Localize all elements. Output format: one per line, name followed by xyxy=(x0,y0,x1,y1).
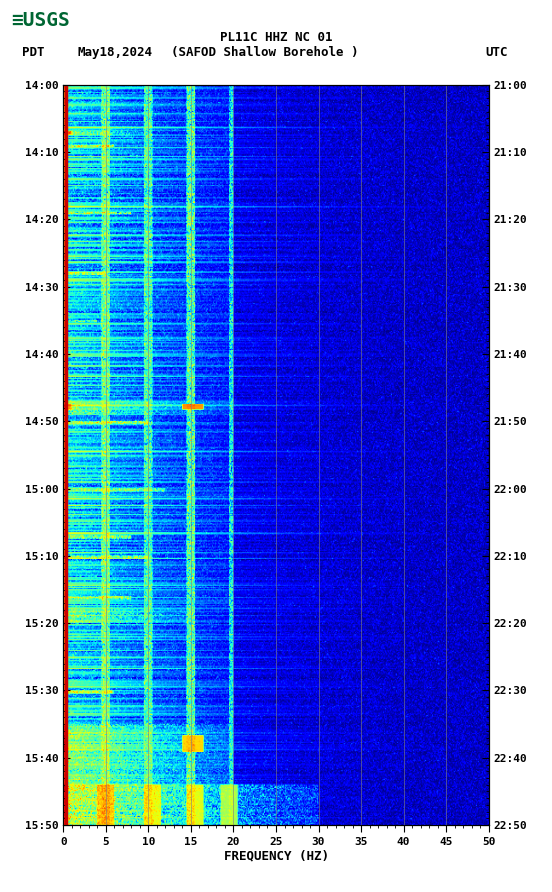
Text: PDT: PDT xyxy=(22,46,45,60)
Text: PL11C HHZ NC 01: PL11C HHZ NC 01 xyxy=(220,31,332,45)
Text: May18,2024: May18,2024 xyxy=(77,46,152,60)
X-axis label: FREQUENCY (HZ): FREQUENCY (HZ) xyxy=(224,850,328,863)
Text: (SAFOD Shallow Borehole ): (SAFOD Shallow Borehole ) xyxy=(171,46,359,60)
Text: ≡USGS: ≡USGS xyxy=(11,11,70,29)
Text: UTC: UTC xyxy=(486,46,508,60)
